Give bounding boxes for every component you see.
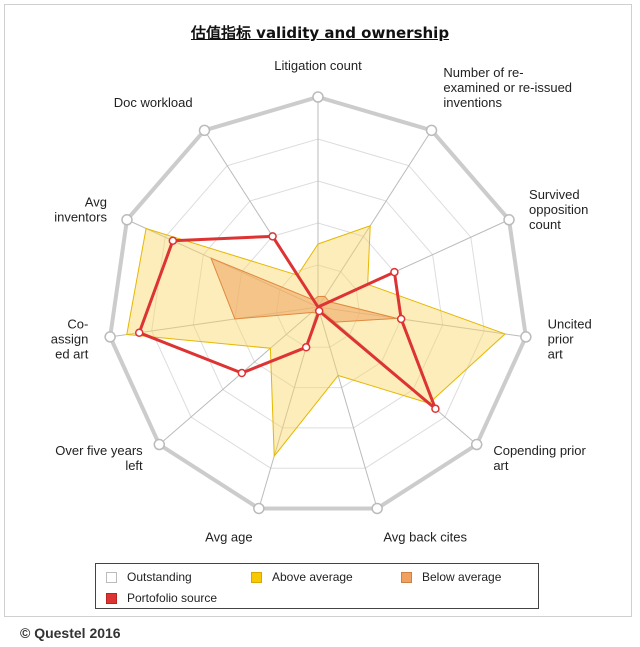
legend-swatch-outstanding [106, 571, 117, 583]
legend-swatch-above-average [251, 571, 262, 583]
grid-ring [151, 138, 485, 469]
portfolio-marker [268, 232, 277, 241]
spoke-line [317, 306, 378, 509]
axis-label-line: Doc workload [114, 95, 193, 110]
legend-swatch-below-average [401, 571, 412, 583]
portfolio-marker [301, 343, 311, 352]
axis-label-line: examined or re-issued [443, 80, 572, 95]
grid-ring [275, 264, 361, 348]
axis-label-line: art [493, 458, 509, 473]
portfolio-marker [396, 314, 406, 324]
radar-chart: Litigation count Number of re-examined or… [51, 58, 592, 545]
series-area-above-average [126, 225, 507, 458]
portfolio-marker [390, 267, 399, 277]
legend-item-portfolio-source: Portofolio source [106, 591, 217, 605]
axis-label-line: Litigation count [274, 58, 362, 73]
axis-label-line: left [125, 458, 143, 473]
outstanding-marker [371, 502, 383, 515]
outstanding-marker [121, 214, 133, 226]
axis-label-line: Number of re- [443, 65, 523, 80]
outstanding-marker [520, 331, 532, 343]
legend-label: Outstanding [127, 570, 192, 584]
outstanding-marker [198, 124, 211, 137]
axis-label-line: count [529, 217, 561, 232]
portfolio-marker [314, 306, 324, 316]
chart-title: 估值指标 validity and ownership [190, 24, 450, 42]
outstanding-marker [503, 214, 515, 226]
axis-label-line: prior [548, 332, 575, 347]
outstanding-marker [253, 502, 265, 515]
legend-label: Above average [272, 570, 353, 584]
spoke-line [317, 130, 432, 308]
axis-label-line: inventions [443, 95, 502, 110]
axis-label-line: inventors [54, 210, 107, 225]
outstanding-marker [425, 124, 438, 137]
legend-label: Portofolio source [127, 591, 218, 605]
legend-item-outstanding: Outstanding [106, 570, 192, 584]
outstanding-marker [153, 438, 166, 451]
legend-swatch-portfolio-source [106, 592, 117, 604]
radar-series [126, 225, 507, 458]
portfolio-marker [134, 328, 144, 337]
axis-label-line: art [548, 347, 564, 362]
axis-label-line: Uncited [548, 317, 592, 332]
legend-label: Below average [422, 570, 502, 584]
axis-label-line: Copending prior [493, 443, 586, 458]
radar-axis-labels: Litigation count Number of re-examined or… [51, 58, 592, 545]
axis-label-line: Over five years [55, 443, 143, 458]
legend: Outstanding Above average Below average … [95, 563, 539, 609]
radar-grid [108, 94, 528, 511]
axis-label-line: Survived [529, 187, 580, 202]
portfolio-marker [431, 404, 440, 414]
outstanding-marker [470, 438, 483, 451]
axis-label-line: Avg age [205, 530, 252, 545]
axis-label-line: Co- [67, 317, 88, 332]
axis-label-line: assign [51, 332, 89, 347]
legend-item-above-average: Above average [251, 570, 353, 584]
axis-label-line: Avg [85, 195, 107, 210]
axis-label-line: opposition [529, 202, 588, 217]
grid-ring [234, 222, 402, 389]
outstanding-marker [104, 331, 116, 343]
axis-label-line: ed art [55, 347, 89, 362]
outer-ring [108, 94, 528, 511]
outstanding-marker [312, 91, 324, 103]
portfolio-marker [168, 236, 178, 245]
copyright-text: © Questel 2016 [20, 625, 121, 641]
legend-item-below-average: Below average [401, 570, 501, 584]
portfolio-marker [237, 368, 247, 378]
grid-ring [192, 180, 444, 429]
radar-markers [104, 91, 532, 515]
axis-label-line: Avg back cites [383, 530, 467, 545]
